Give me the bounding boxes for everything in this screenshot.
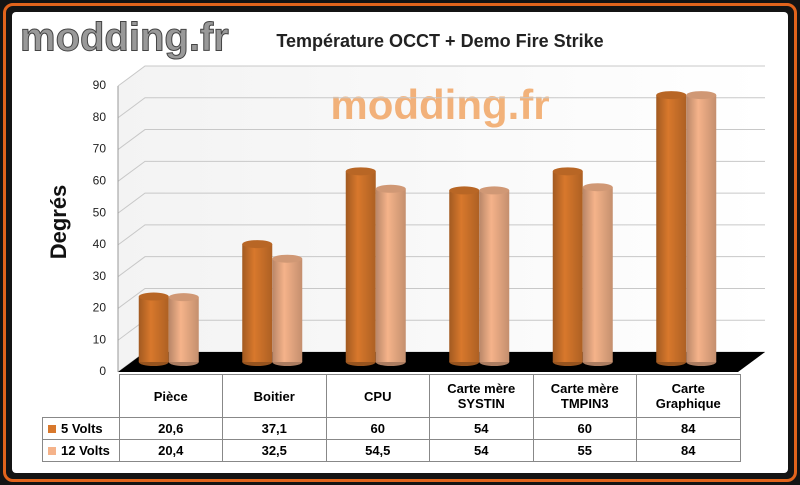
bar-body bbox=[375, 188, 406, 362]
bar-body bbox=[138, 296, 169, 362]
bar-body bbox=[686, 95, 717, 363]
bar bbox=[345, 167, 376, 366]
frame bbox=[3, 3, 797, 482]
bar-body bbox=[242, 244, 273, 362]
y-tick-label: 10 bbox=[93, 332, 107, 346]
grid-line bbox=[117, 129, 765, 150]
value-cell: 60 bbox=[532, 417, 637, 440]
grid-line bbox=[117, 65, 765, 87]
x-tick-label: Carte mère SYSTIN bbox=[429, 374, 534, 418]
table-row: 12 Volts 20,4 32,5 54,5 54 55 84 bbox=[42, 439, 741, 462]
value-cell: 20,4 bbox=[118, 439, 223, 462]
bar bbox=[479, 186, 510, 366]
bar bbox=[242, 240, 273, 366]
watermark: modding.fr bbox=[330, 81, 549, 128]
value-cell: 54,5 bbox=[325, 439, 430, 462]
legend-label: 5 Volts bbox=[61, 421, 103, 436]
bar bbox=[686, 91, 717, 366]
bar bbox=[449, 186, 480, 366]
table-corner bbox=[43, 375, 120, 418]
chart-title: Température OCCT + Demo Fire Strike bbox=[276, 31, 603, 51]
bar-body bbox=[449, 190, 480, 362]
bar-top bbox=[138, 292, 169, 301]
bar bbox=[168, 293, 199, 366]
bar-top bbox=[272, 254, 303, 263]
bar-body bbox=[168, 297, 199, 362]
value-cell: 55 bbox=[532, 439, 637, 462]
y-tick-label: 0 bbox=[99, 364, 106, 378]
legend-item: 12 Volts bbox=[42, 439, 120, 462]
value-cell: 54 bbox=[429, 417, 534, 440]
y-tick-label: 40 bbox=[93, 237, 107, 251]
value-cell: 37,1 bbox=[222, 417, 327, 440]
bar-top bbox=[582, 183, 613, 192]
data-table: Pièce Boitier CPU Carte mère SYSTIN Carte mè… bbox=[42, 374, 741, 462]
legend-label: 12 Volts bbox=[61, 443, 110, 458]
bar-top bbox=[168, 293, 199, 302]
y-tick-label: 20 bbox=[93, 301, 107, 315]
bar-top bbox=[552, 167, 583, 176]
bar-top bbox=[449, 186, 480, 195]
bar bbox=[272, 254, 303, 366]
y-tick-label: 30 bbox=[93, 269, 107, 283]
bar bbox=[656, 91, 687, 366]
bar bbox=[138, 292, 169, 366]
bar-body bbox=[552, 171, 583, 362]
y-tick-label: 80 bbox=[93, 110, 107, 124]
bar-top bbox=[345, 167, 376, 176]
y-tick-label: 70 bbox=[93, 142, 107, 156]
x-tick-label: Pièce bbox=[118, 374, 223, 418]
legend-swatch bbox=[48, 425, 56, 433]
bar-top bbox=[242, 240, 273, 249]
grid-line bbox=[117, 160, 765, 182]
table-header-row: Pièce Boitier CPU Carte mère SYSTIN Carte mè… bbox=[43, 374, 741, 418]
grid-line bbox=[117, 97, 765, 119]
bar-top bbox=[686, 91, 717, 100]
bar-body bbox=[272, 258, 303, 362]
x-tick-label: Boitier bbox=[222, 374, 327, 418]
y-axis-label: Degrés bbox=[46, 185, 71, 260]
value-cell: 84 bbox=[636, 417, 741, 440]
value-cell: 20,6 bbox=[118, 417, 223, 440]
bar-body bbox=[582, 187, 613, 362]
bar-body bbox=[479, 190, 510, 362]
y-tick-label: 50 bbox=[93, 205, 107, 219]
x-tick-label: Carte Graphique bbox=[636, 374, 741, 418]
legend-item: 5 Volts bbox=[42, 417, 120, 440]
bar-body bbox=[345, 171, 376, 362]
bar bbox=[375, 184, 406, 366]
bar-top bbox=[375, 184, 406, 193]
value-cell: 84 bbox=[636, 439, 741, 462]
x-tick-label: CPU bbox=[325, 374, 430, 418]
table-row: 5 Volts 20,6 37,1 60 54 60 84 bbox=[42, 417, 741, 440]
logo: modding.fr bbox=[20, 16, 229, 60]
value-cell: 54 bbox=[429, 439, 534, 462]
x-tick-label: Carte mère TMPIN3 bbox=[532, 374, 637, 418]
bar bbox=[582, 183, 613, 366]
bar-top bbox=[479, 186, 510, 195]
value-cell: 32,5 bbox=[222, 439, 327, 462]
bar-body bbox=[656, 95, 687, 363]
bar-top bbox=[656, 91, 687, 100]
y-tick-label: 60 bbox=[93, 174, 107, 188]
value-cell: 60 bbox=[325, 417, 430, 440]
y-tick-label: 90 bbox=[93, 78, 107, 92]
bar bbox=[552, 167, 583, 366]
legend-swatch bbox=[48, 447, 56, 455]
